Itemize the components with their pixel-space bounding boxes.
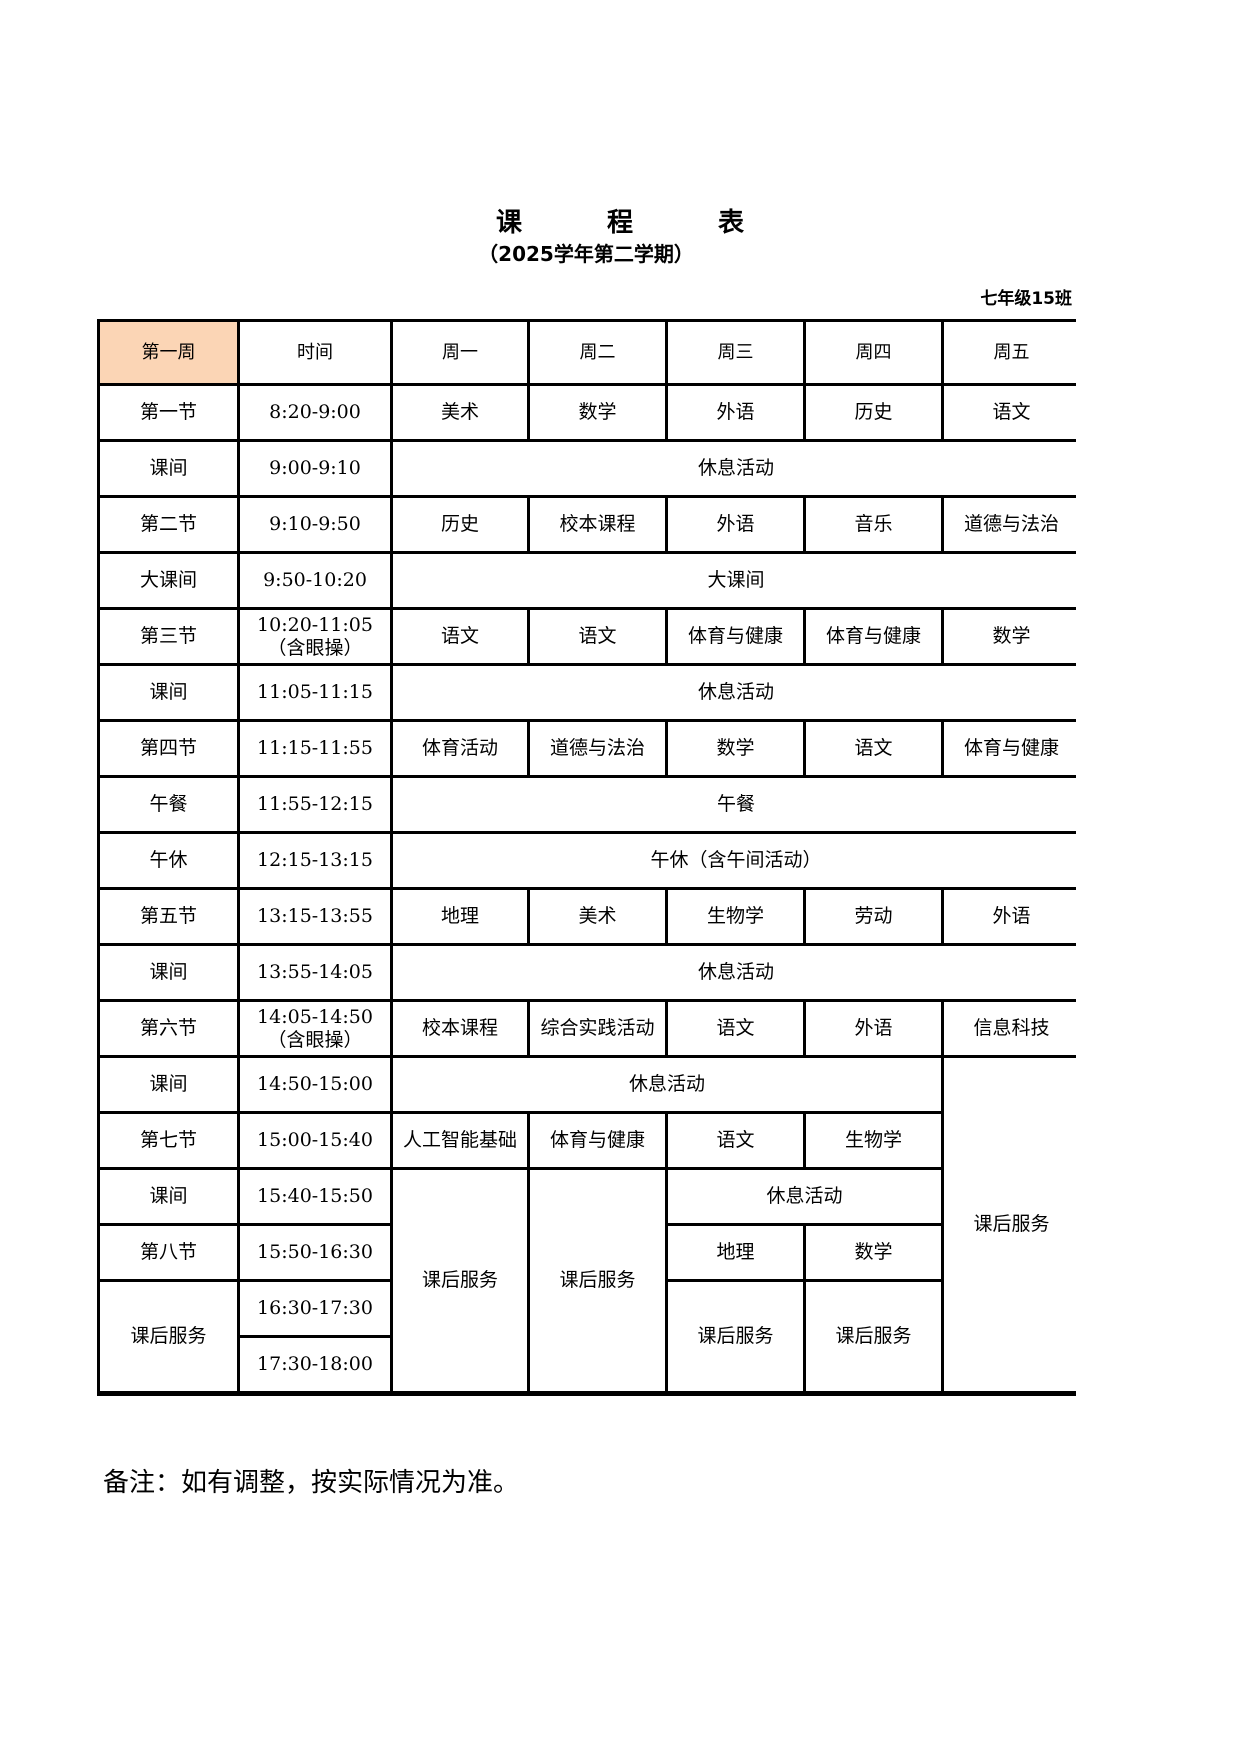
course-cell: 地理 [668,1226,803,1279]
course-cell: 数学 [530,386,665,439]
course-cell: 劳动 [806,890,941,943]
period-time: 12:15-13:15 [240,834,390,887]
course-cell: 道德与法治 [530,722,665,775]
period-time: 9:10-9:50 [240,498,390,551]
period-label: 午休 [100,834,237,887]
course-cell: 人工智能基础 [393,1114,527,1167]
course-cell: 语文 [668,1002,803,1055]
period-time: 15:40-15:50 [240,1170,390,1223]
course-cell: 综合实践活动 [530,1002,665,1055]
day-header: 周五 [944,322,1079,383]
activity-cell: 休息活动 [393,946,1079,999]
course-cell: 语文 [806,722,941,775]
period-time: 11:15-11:55 [240,722,390,775]
period-label: 课间 [100,666,237,719]
period-time: 11:55-12:15 [240,778,390,831]
period-time: 15:00-15:40 [240,1114,390,1167]
after-school-cell: 课后服务 [944,1058,1079,1391]
activity-cell: 休息活动 [393,442,1079,495]
period-label: 第七节 [100,1114,237,1167]
after-school-cell: 课后服务 [530,1170,665,1391]
period-label: 第三节 [100,610,237,663]
course-cell: 音乐 [806,498,941,551]
course-cell: 体育活动 [393,722,527,775]
course-cell: 语文 [393,610,527,663]
footnote: 备注：如有调整，按实际情况为准。 [103,1468,520,1498]
course-cell: 生物学 [668,890,803,943]
day-header: 周四 [806,322,941,383]
course-cell: 语文 [944,386,1079,439]
period-time: 9:00-9:10 [240,442,390,495]
course-cell: 道德与法治 [944,498,1079,551]
week-header: 第一周 [100,322,237,383]
period-label: 课间 [100,1170,237,1223]
course-cell: 体育与健康 [806,610,941,663]
course-cell: 美术 [393,386,527,439]
course-cell: 校本课程 [393,1002,527,1055]
course-cell: 校本课程 [530,498,665,551]
period-time: 16:30-17:30 [240,1282,390,1335]
course-cell: 生物学 [806,1114,941,1167]
day-header: 周一 [393,322,527,383]
activity-cell: 午餐 [393,778,1079,831]
day-header: 周三 [668,322,803,383]
course-cell: 体育与健康 [944,722,1079,775]
period-label: 午餐 [100,778,237,831]
course-cell: 美术 [530,890,665,943]
activity-cell: 休息活动 [668,1170,941,1223]
period-time: 9:50-10:20 [240,554,390,607]
after-school-cell: 课后服务 [806,1282,941,1391]
after-school-cell: 课后服务 [393,1170,527,1391]
course-cell: 历史 [393,498,527,551]
period-time: 14:05-14:50 （含眼操） [240,1002,390,1055]
course-cell: 地理 [393,890,527,943]
period-label: 第二节 [100,498,237,551]
class-name: 七年级15班 [980,289,1072,309]
course-cell: 数学 [944,610,1079,663]
course-cell: 语文 [668,1114,803,1167]
activity-cell: 大课间 [393,554,1079,607]
page-subtitle: （2025学年第二学期） [478,242,694,266]
period-label: 大课间 [100,554,237,607]
course-cell: 外语 [806,1002,941,1055]
course-cell: 数学 [668,722,803,775]
period-time: 11:05-11:15 [240,666,390,719]
activity-cell: 休息活动 [393,1058,941,1111]
period-label: 第六节 [100,1002,237,1055]
course-cell: 语文 [530,610,665,663]
page-title: 课 程 表 [495,208,783,238]
course-cell: 体育与健康 [530,1114,665,1167]
period-time: 13:15-13:55 [240,890,390,943]
period-time: 10:20-11:05 （含眼操） [240,610,390,663]
period-label: 第一节 [100,386,237,439]
period-time: 14:50-15:00 [240,1058,390,1111]
period-label: 第四节 [100,722,237,775]
course-cell: 外语 [944,890,1079,943]
time-header: 时间 [240,322,390,383]
period-time: 17:30-18:00 [240,1338,390,1391]
period-time: 13:55-14:05 [240,946,390,999]
period-time: 8:20-9:00 [240,386,390,439]
course-cell: 信息科技 [944,1002,1079,1055]
period-label: 课间 [100,946,237,999]
activity-cell: 休息活动 [393,666,1079,719]
after-school-cell: 课后服务 [668,1282,803,1391]
course-cell: 外语 [668,386,803,439]
day-header: 周二 [530,322,665,383]
period-time: 15:50-16:30 [240,1226,390,1279]
schedule-table: 第一周 时间 周一 周二 周三 周四 周五 第一节 8:20-9:00 课间 9:00… [97,319,1079,1396]
course-cell: 体育与健康 [668,610,803,663]
activity-cell: 午休（含午间活动） [393,834,1079,887]
course-cell: 数学 [806,1226,941,1279]
period-label: 第五节 [100,890,237,943]
period-label: 课后服务 [100,1282,237,1391]
course-cell: 历史 [806,386,941,439]
period-label: 课间 [100,442,237,495]
period-label: 第八节 [100,1226,237,1279]
period-label: 课间 [100,1058,237,1111]
course-cell: 外语 [668,498,803,551]
